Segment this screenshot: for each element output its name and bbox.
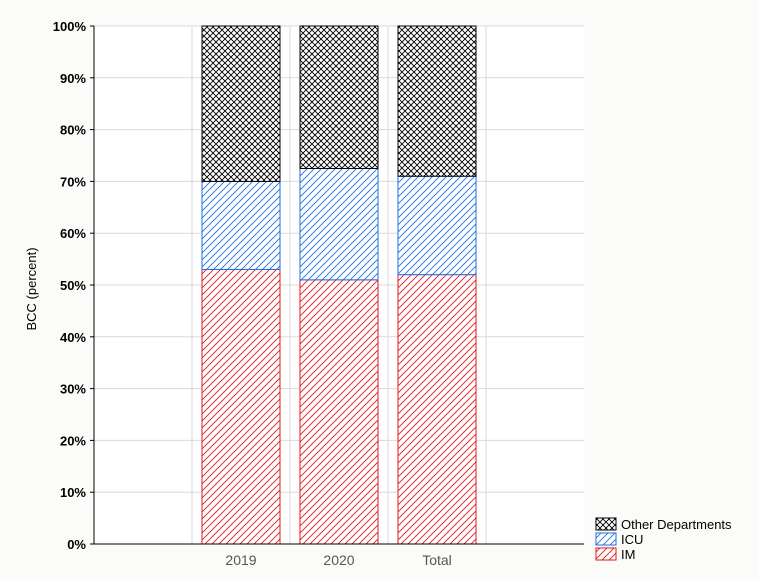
y-tick-label: 90% [60, 71, 86, 86]
bar-segment-other-departments-total [397, 25, 477, 177]
x-tick-label: 2020 [323, 552, 354, 568]
bar-segment-other-departments-2020 [299, 25, 379, 169]
bar-segment-icu-2020 [299, 167, 379, 281]
bars-layer [201, 25, 477, 545]
y-tick-label: 30% [60, 382, 86, 397]
y-axis-label: BCC (percent) [24, 247, 39, 330]
axes-layer: 0% 10% 20% 30% 40% 50% 60% 70% 80% 90% 100% 2019 202… [53, 19, 584, 568]
legend-label-im: IM [621, 547, 635, 562]
y-tick-label: 60% [60, 226, 86, 241]
bar-segment-im-2020 [299, 279, 379, 545]
y-tick-label: 20% [60, 433, 86, 448]
legend-swatch-icu [595, 532, 617, 546]
x-tick-label: Total [422, 552, 452, 568]
legend-label-icu: ICU [621, 532, 643, 547]
x-tick-label: 2019 [225, 552, 256, 568]
bar-segment-other-departments-2019 [201, 25, 281, 182]
bar-segment-im-total [397, 274, 477, 545]
y-tick-label: 80% [60, 123, 86, 138]
y-tick-label: 70% [60, 174, 86, 189]
bar-segment-icu-2019 [201, 180, 281, 270]
bar-segment-im-2019 [201, 268, 281, 545]
y-tick-label: 10% [60, 485, 86, 500]
bar-segment-icu-total [397, 175, 477, 276]
y-tick-label: 40% [60, 330, 86, 345]
y-tick-label: 100% [53, 19, 87, 34]
y-tick-label: 50% [60, 278, 86, 293]
legend-swatch-other-departments [595, 517, 617, 531]
legend-swatch-im [595, 547, 617, 561]
legend-label-other-departments: Other Departments [621, 517, 732, 532]
y-tick-label: 0% [67, 537, 86, 552]
